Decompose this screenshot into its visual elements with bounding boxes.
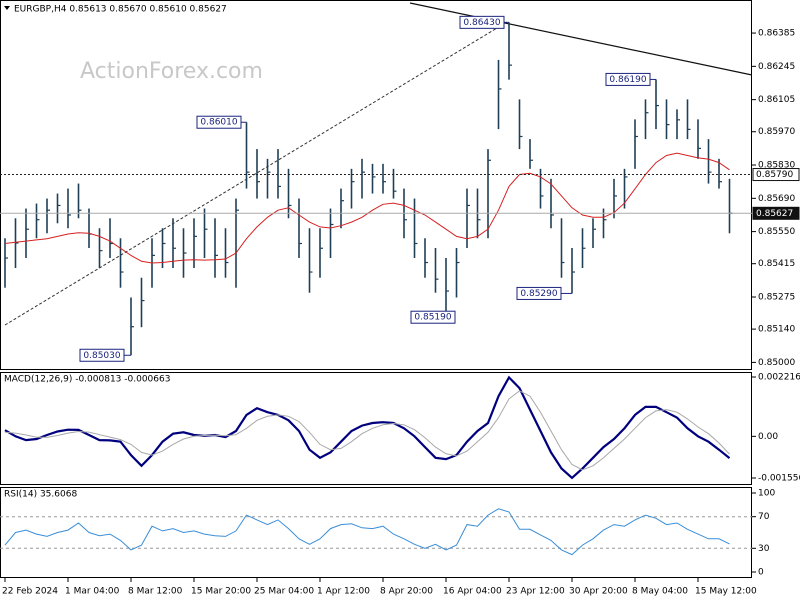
menu-icon[interactable] — [4, 6, 10, 10]
annotation-box — [516, 286, 562, 300]
x-tick-label: 1 Apr 12:00 — [317, 587, 370, 597]
y-tick-label: 0.85000 — [758, 358, 795, 368]
level-label: 0.85627 — [756, 209, 793, 219]
y-tick-label: -0.001556 — [758, 474, 800, 484]
x-tick-label: 8 Apr 20:00 — [380, 587, 433, 597]
annotation-label: 0.86010 — [200, 118, 237, 128]
y-tick-label: 0.00 — [758, 432, 778, 442]
x-tick-label: 23 Apr 12:00 — [506, 587, 565, 597]
y-tick-label: 30 — [758, 544, 770, 554]
x-tick-label: 15 May 12:00 — [695, 587, 757, 597]
x-tick-label: 1 Mar 04:00 — [65, 587, 120, 597]
y-tick-label: 0.85275 — [758, 292, 795, 302]
macd-title: MACD(12,26,9) -0.000813 -0.000663 — [4, 375, 170, 385]
annotation-box — [605, 72, 651, 86]
annotation-label: 0.85290 — [520, 289, 557, 299]
rsi-panel — [0, 487, 752, 578]
y-tick-label: 0.002216 — [758, 373, 800, 383]
y-tick-label: 0.85550 — [758, 227, 795, 237]
x-tick-label: 8 Mar 12:00 — [128, 587, 183, 597]
annotation-label: 0.86190 — [609, 75, 646, 85]
y-tick-label: 0.86245 — [758, 62, 795, 72]
symbol-header: EURGBP,H4 0.85613 0.85670 0.85610 0.8562… — [14, 5, 227, 15]
annotation-label: 0.86430 — [463, 18, 500, 28]
annotation-box — [459, 15, 505, 29]
x-tick-label: 30 Apr 20:00 — [569, 587, 628, 597]
annotation-label: 0.85030 — [83, 351, 120, 361]
x-tick-label: 8 May 04:00 — [632, 587, 688, 597]
series-line — [4, 375, 731, 480]
y-tick-label: 0.85415 — [758, 259, 795, 269]
x-tick-label: 22 Feb 2024 — [2, 587, 58, 597]
y-tick-label: 100 — [758, 489, 775, 499]
annotation-box — [79, 348, 125, 362]
rsi-title: RSI(14) 35.6068 — [4, 490, 77, 500]
trend-line-dashed — [4, 21, 508, 326]
y-tick-label: 70 — [758, 512, 770, 522]
y-tick-label: 0.85970 — [758, 127, 795, 137]
series-line — [4, 390, 730, 471]
annotation-box — [410, 310, 456, 324]
annotation-box — [196, 115, 242, 129]
price-panel — [0, 0, 752, 370]
x-tick-label: 16 Apr 04:00 — [443, 587, 502, 597]
trend-line — [409, 2, 753, 76]
watermark: ActionForex.com — [80, 59, 263, 84]
level-label: 0.85790 — [756, 170, 793, 180]
x-tick-label: 15 Mar 20:00 — [191, 587, 251, 597]
y-tick-label: 0.85140 — [758, 325, 795, 335]
macd-panel — [0, 372, 752, 485]
y-tick-label: 0.85690 — [758, 194, 795, 204]
level-box — [752, 206, 800, 220]
level-box — [752, 168, 800, 182]
series-line — [4, 508, 730, 556]
y-tick-label: 0 — [758, 567, 764, 577]
x-tick-label: 25 Mar 04:00 — [254, 587, 314, 597]
y-tick-label: 0.86385 — [758, 29, 795, 39]
annotation-label: 0.85190 — [414, 313, 451, 323]
y-tick-label: 0.86105 — [758, 95, 795, 105]
y-tick-label: 0.85830 — [758, 161, 795, 171]
